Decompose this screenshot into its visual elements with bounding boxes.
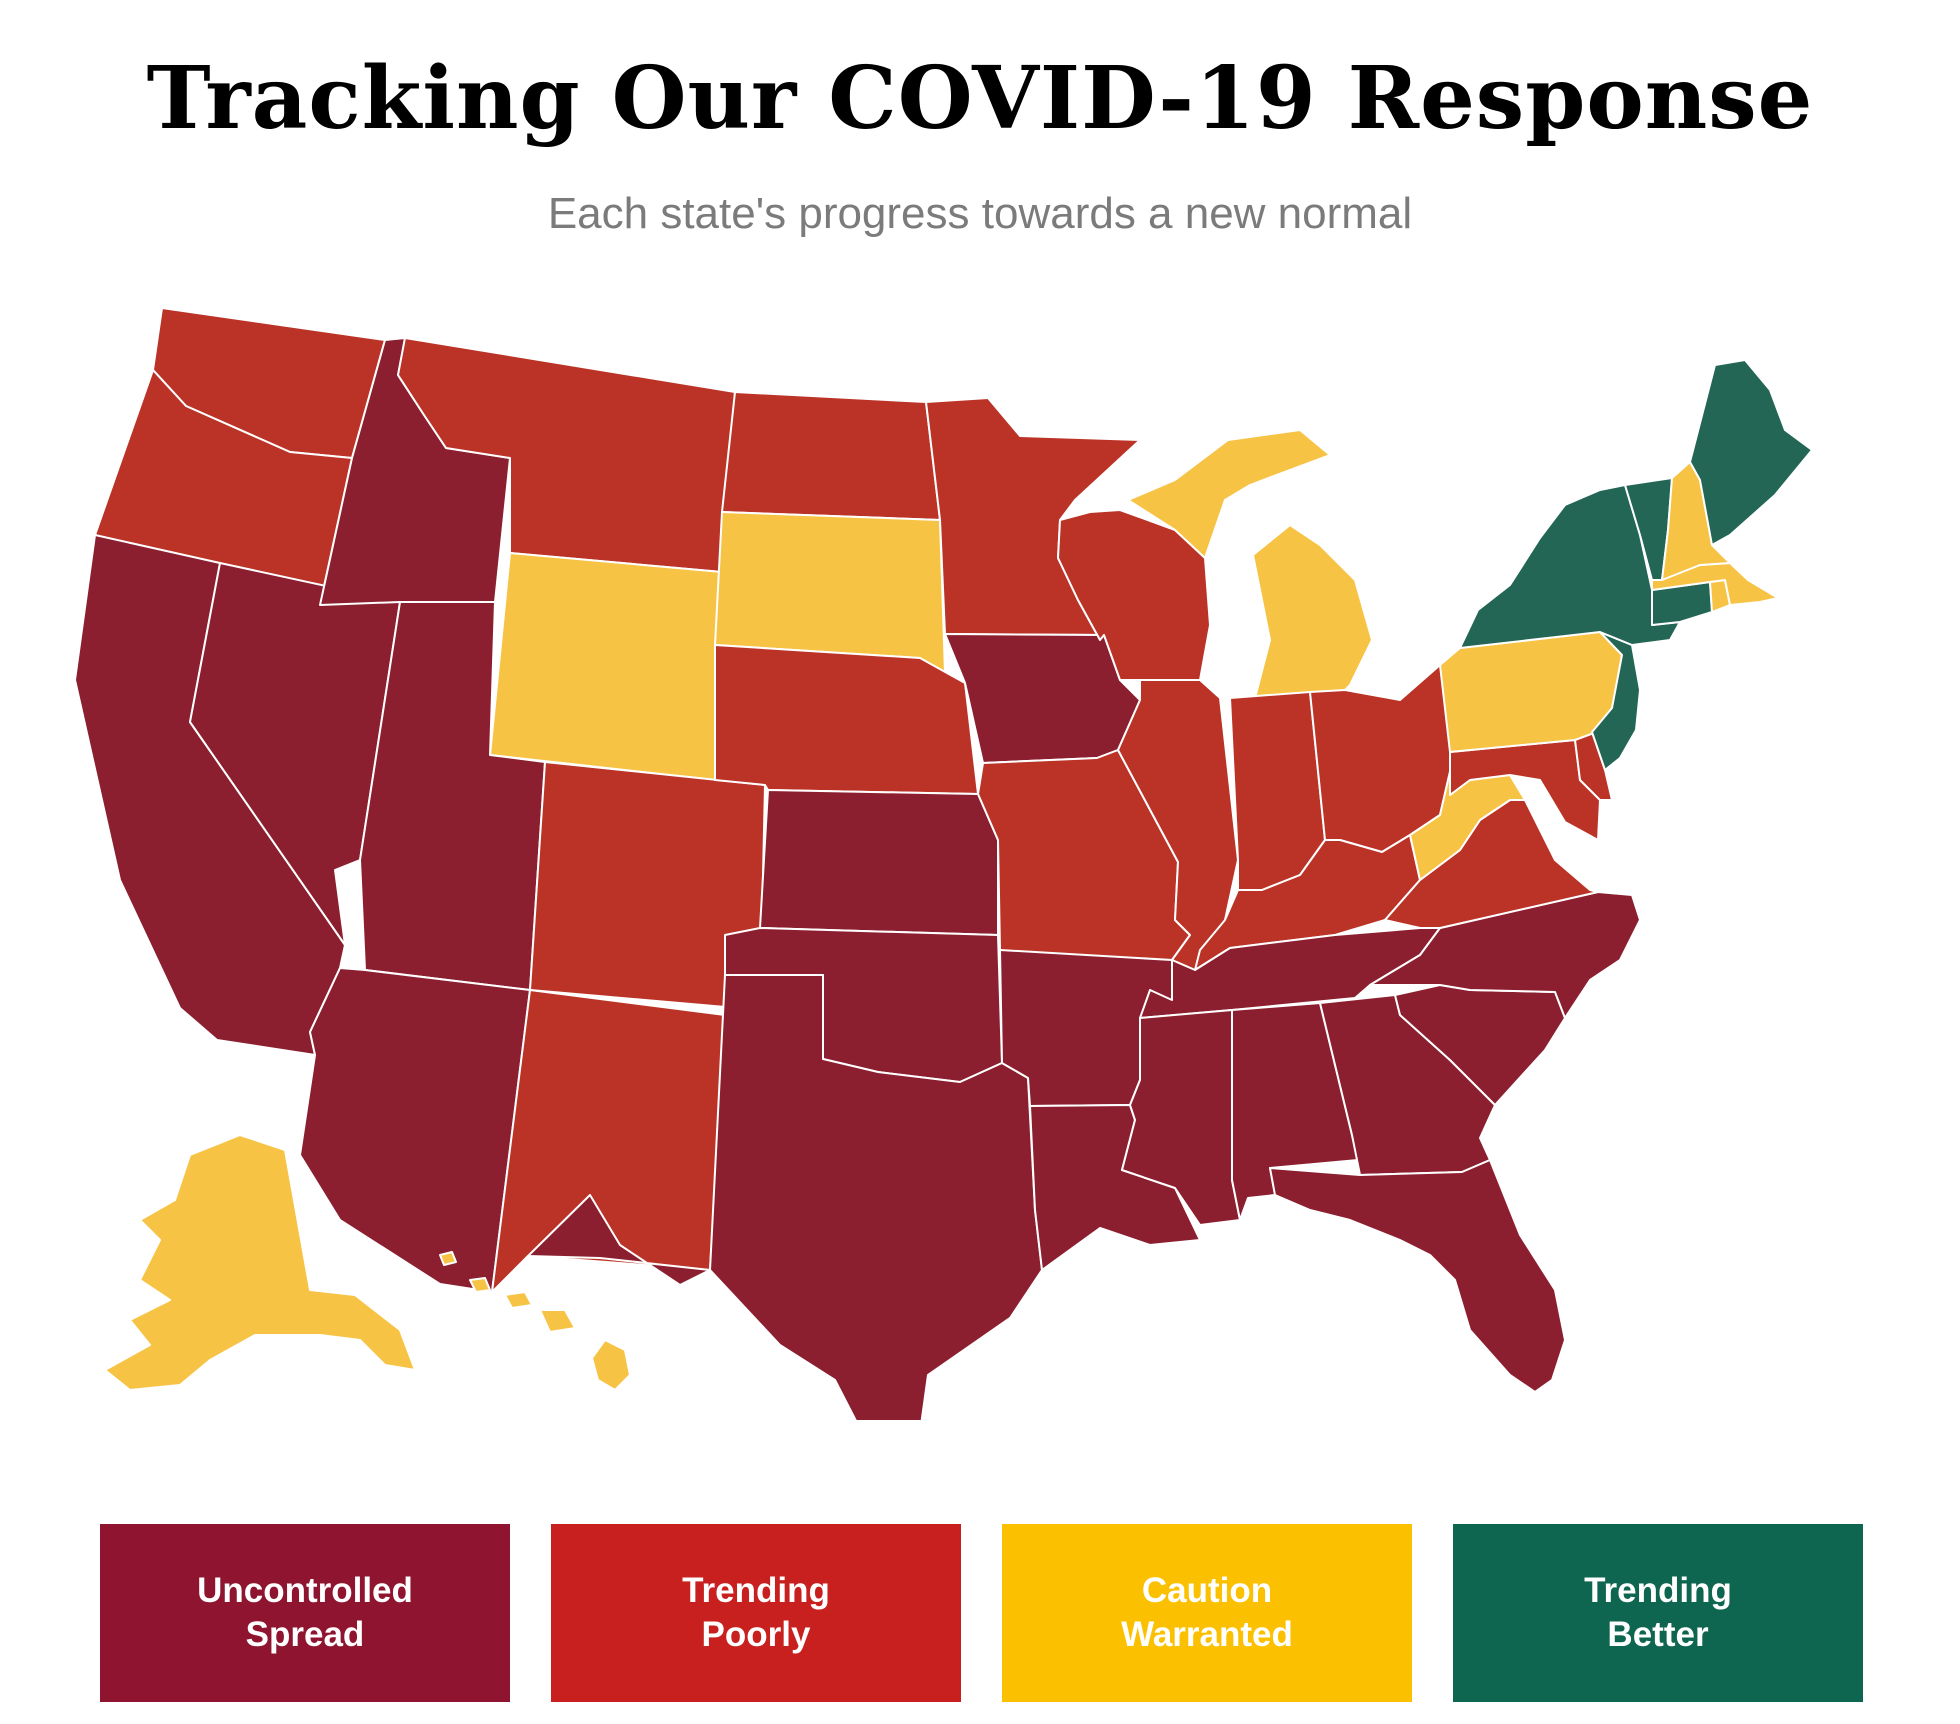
legend-label-trending-better: Trending Better: [1584, 1571, 1732, 1654]
legend-item-uncontrolled-spread: Uncontrolled Spread: [100, 1524, 510, 1702]
state-nebraska: [714, 644, 979, 795]
state-wyoming: [489, 552, 723, 781]
state-texas: [527, 974, 1043, 1420]
map-canvas: [74, 307, 1813, 1420]
us-state-map: [0, 280, 1960, 1420]
state-florida: [1269, 1159, 1566, 1393]
state-hawaii: [439, 1251, 631, 1391]
state-alaska: [104, 1134, 416, 1391]
page-subtitle: Each state's progress towards a new norm…: [547, 189, 1413, 238]
state-michigan: [1127, 429, 1373, 699]
legend-item-trending-better: Trending Better: [1453, 1524, 1863, 1702]
legend-label-uncontrolled-spread: Uncontrolled Spread: [197, 1571, 413, 1654]
state-maine: [1689, 359, 1813, 546]
legend-item-trending-poorly: Trending Poorly: [551, 1524, 961, 1702]
legend-label-trending-poorly: Trending Poorly: [682, 1571, 830, 1654]
legend-item-caution-warranted: Caution Warranted: [1002, 1524, 1412, 1702]
legend-label-caution-warranted: Caution Warranted: [1121, 1571, 1293, 1654]
page-title: Tracking Our COVID-19 Response: [146, 48, 1814, 149]
state-new-jersey: [1591, 631, 1641, 771]
state-kansas: [759, 789, 999, 936]
state-arizona: [299, 967, 531, 1293]
state-illinois: [1117, 679, 1239, 971]
state-new-mexico: [491, 989, 726, 1293]
legend: Uncontrolled Spread Trending Poorly Caut…: [0, 1524, 1960, 1704]
state-north-dakota: [721, 391, 941, 521]
